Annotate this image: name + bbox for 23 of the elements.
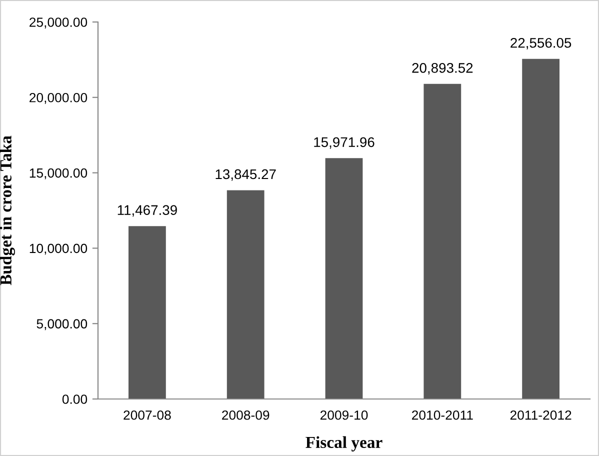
x-tick-label: 2008-09: [222, 410, 270, 420]
data-label: 13,845.27: [216, 169, 276, 181]
y-tick-label: 10,000.00: [30, 244, 88, 255]
y-tick-label: 20,000.00: [30, 92, 88, 104]
data-label: 11,467.39: [118, 205, 177, 217]
x-tick-label: 2011-2012: [510, 410, 572, 420]
bar: [325, 158, 363, 399]
x-axis-title: Fiscal year: [306, 436, 382, 452]
bar: [424, 84, 462, 399]
data-label: 20,893.52: [412, 63, 473, 74]
y-axis-title: Budget in crore Taka: [0, 136, 15, 286]
y-tick-label: 5,000.00: [36, 319, 88, 330]
bar: [522, 58, 560, 399]
bar: [226, 190, 264, 399]
x-tick-label: 2010-2011: [412, 410, 473, 420]
bar: [128, 226, 166, 399]
data-label: 15,971.96: [314, 137, 374, 149]
data-label: 22,556.05: [510, 38, 572, 50]
y-tick-label: 25,000.00: [30, 18, 88, 28]
x-tick-label: 2007-08: [124, 410, 171, 420]
x-tick-label: 2009-10: [320, 410, 368, 420]
y-tick-label: 15,000.00: [30, 168, 88, 180]
y-tick-label: 0.00: [62, 394, 88, 404]
